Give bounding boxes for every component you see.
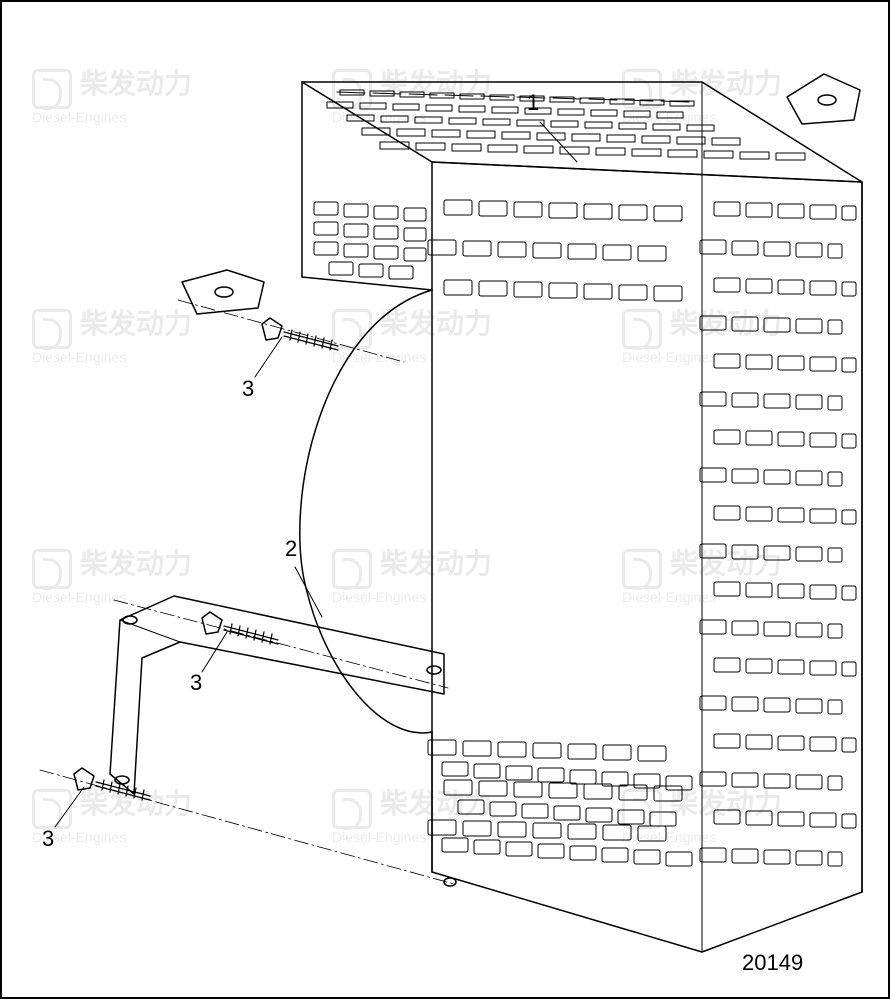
callout-1: 1 <box>527 90 539 116</box>
callout-3c: 3 <box>42 826 54 852</box>
part-diagram <box>2 2 890 1001</box>
callout-3b: 3 <box>190 670 202 696</box>
callout-3a: 3 <box>242 376 254 402</box>
diagram-frame: 1 2 3 3 3 20149 柴发动力Diesel-Engines 柴发动力D… <box>0 0 890 999</box>
drawing-number: 20149 <box>742 950 803 976</box>
callout-2: 2 <box>285 536 297 562</box>
